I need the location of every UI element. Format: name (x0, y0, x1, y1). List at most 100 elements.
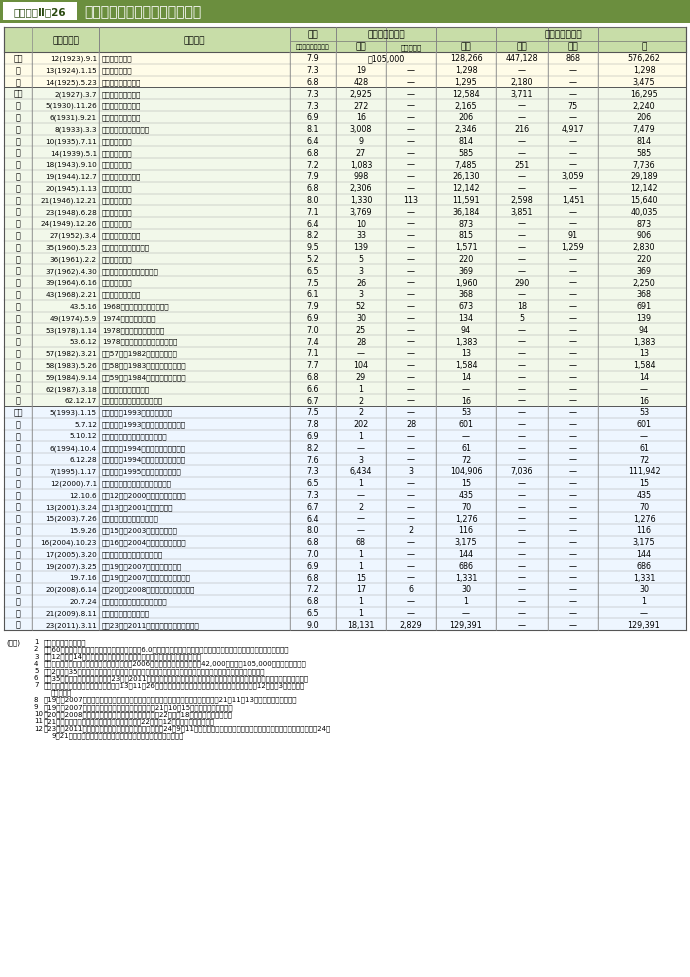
Text: —: — (407, 149, 415, 157)
Text: 〃: 〃 (16, 172, 21, 181)
Text: 128,266: 128,266 (450, 55, 482, 64)
Text: 〃: 〃 (16, 278, 21, 287)
Text: 幹21年の駿河湾を震源とする地震については，幹22年３月12日現在の数値である。: 幹21年の駿河湾を震源とする地震については，幹22年３月12日現在の数値である。 (44, 718, 215, 724)
Text: 91: 91 (568, 232, 578, 240)
Text: 行方不明者: 行方不明者 (400, 44, 422, 51)
Text: —: — (518, 384, 526, 394)
Text: —: — (569, 302, 577, 311)
Text: 27(1952).3.4: 27(1952).3.4 (50, 233, 97, 239)
Text: —: — (407, 549, 415, 559)
Text: 435: 435 (636, 490, 651, 499)
Text: 鳥　取　地　震: 鳥 取 地 震 (102, 161, 132, 168)
Text: 〃: 〃 (16, 184, 21, 193)
Text: 9月21日現在の状況）であり，住宅全壊数に焼失及び流失を含む。: 9月21日現在の状況）であり，住宅全壊数に焼失及び流失を含む。 (51, 732, 184, 739)
Text: 6,434: 6,434 (350, 467, 372, 476)
Text: 601: 601 (636, 420, 651, 429)
Text: 丹　沢　地　震: 丹 沢 地 震 (102, 67, 132, 74)
Text: 1,330: 1,330 (350, 195, 372, 205)
Text: 576,262: 576,262 (628, 55, 660, 64)
Text: 7.1: 7.1 (306, 207, 319, 217)
Text: 1,960: 1,960 (455, 278, 477, 287)
Bar (4, 100, 686, 112)
Text: 16: 16 (461, 397, 471, 405)
Text: 272: 272 (353, 102, 368, 110)
Text: —: — (407, 397, 415, 405)
Text: 1: 1 (359, 609, 364, 617)
Text: —: — (462, 432, 470, 441)
Text: 7.3: 7.3 (306, 490, 319, 499)
Text: 37(1962).4.30: 37(1962).4.30 (46, 268, 97, 275)
Text: 873: 873 (458, 220, 473, 229)
Text: 202: 202 (353, 420, 368, 429)
Text: 6.9: 6.9 (306, 432, 319, 441)
Text: 〃: 〃 (16, 337, 21, 346)
Text: 大正12年かり14年までの地震のマグニチュードについては，理科年表より抜粹: 大正12年かり14年までの地震のマグニチュードについては，理科年表より抜粹 (44, 653, 202, 659)
Text: 6.8: 6.8 (307, 78, 319, 87)
Text: 8.0: 8.0 (307, 195, 319, 205)
Text: 6.8: 6.8 (307, 537, 319, 547)
Text: —: — (407, 90, 415, 99)
Text: 平成23年（2011年）東北地方太平洋沖地震: 平成23年（2011年）東北地方太平洋沖地震 (102, 621, 199, 628)
Text: —: — (569, 160, 577, 169)
Text: 17: 17 (356, 585, 366, 594)
Text: 新島・神津島近海を震源とする地震，平13年11月26日現在の数値である。家屋損失戸数の全壊欄には，平12年台風3号による被: 新島・神津島近海を震源とする地震，平13年11月26日現在の数値である。家屋損失… (44, 682, 305, 689)
Bar (4, 324, 686, 336)
Text: 人的被害（人）: 人的被害（人） (367, 30, 405, 39)
Text: 昭和59年（1984年）長野県西部地震: 昭和59年（1984年）長野県西部地震 (102, 374, 186, 380)
Text: 216: 216 (515, 125, 529, 134)
Text: —: — (407, 243, 415, 252)
Text: 26,130: 26,130 (452, 172, 480, 181)
Text: 6.4: 6.4 (307, 137, 319, 146)
Text: —: — (407, 102, 415, 110)
Text: —: — (569, 337, 577, 346)
Text: 29,189: 29,189 (630, 172, 658, 181)
Text: （マグニチュード）: （マグニチュード） (296, 44, 330, 50)
Text: —: — (569, 137, 577, 146)
Text: 流出: 流出 (568, 43, 578, 52)
Text: 17(2005).3.20: 17(2005).3.20 (46, 551, 97, 557)
Text: —: — (569, 408, 577, 417)
Text: 144: 144 (458, 549, 473, 559)
Text: 62.12.17: 62.12.17 (65, 398, 97, 404)
Text: —: — (518, 102, 526, 110)
Text: 7.1: 7.1 (306, 349, 319, 358)
Text: 6.9: 6.9 (306, 561, 319, 571)
Text: 368: 368 (636, 290, 651, 299)
Bar (4, 230, 686, 241)
Text: 1,083: 1,083 (350, 160, 372, 169)
Text: —: — (518, 325, 526, 334)
Bar (4, 88, 686, 100)
Text: 〃: 〃 (16, 537, 21, 547)
Text: 2: 2 (358, 397, 364, 405)
Text: 57(1982).3.21: 57(1982).3.21 (46, 351, 97, 357)
Text: 平成６年（1994年）三陸はるか沖地震: 平成６年（1994年）三陸はるか沖地震 (102, 456, 186, 463)
Text: 7.3: 7.3 (306, 102, 319, 110)
Text: 平成５年（1993年）釧路沖地震: 平成５年（1993年）釧路沖地震 (102, 409, 173, 416)
Text: —: — (569, 420, 577, 429)
Text: —: — (569, 220, 577, 229)
Text: 2,830: 2,830 (633, 243, 656, 252)
Text: 585: 585 (458, 149, 473, 157)
Text: —: — (569, 397, 577, 405)
Bar (4, 76, 686, 88)
Text: 3,851: 3,851 (511, 207, 533, 217)
Text: —: — (518, 514, 526, 523)
Text: —: — (569, 278, 577, 287)
Text: 29: 29 (356, 372, 366, 382)
Text: 1,383: 1,383 (633, 337, 656, 346)
Text: 日向灘を震源とする地震: 日向灘を震源とする地震 (102, 386, 150, 392)
Text: —: — (407, 514, 415, 523)
Text: —: — (569, 467, 577, 476)
Text: —: — (518, 444, 526, 452)
Text: —: — (462, 384, 470, 394)
Text: 3,059: 3,059 (562, 172, 584, 181)
Text: 関東大地震以後の主な地震災害: 関東大地震以後の主な地震災害 (84, 5, 201, 19)
Text: 2,829: 2,829 (400, 620, 422, 629)
Text: 3: 3 (359, 267, 364, 276)
Text: 4: 4 (34, 660, 39, 666)
Text: 369: 369 (636, 267, 651, 276)
Text: 3: 3 (34, 653, 39, 658)
Text: 平成７年（1995年）兵庫県南部地震: 平成７年（1995年）兵庫県南部地震 (102, 468, 181, 475)
Text: —: — (357, 490, 365, 499)
Text: 大正: 大正 (13, 55, 23, 64)
